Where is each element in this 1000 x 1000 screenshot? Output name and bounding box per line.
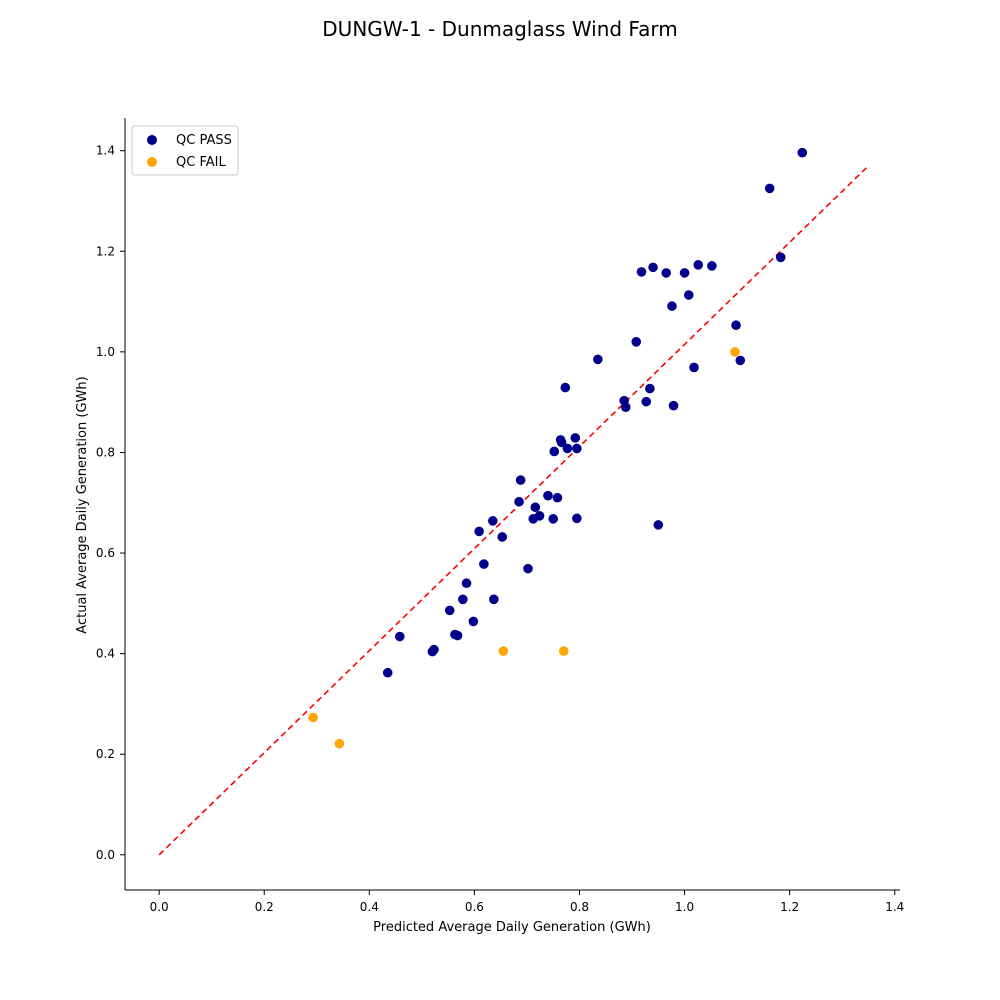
data-point — [530, 502, 541, 513]
x-tick-label: 1.4 — [885, 900, 904, 914]
data-point — [497, 532, 508, 542]
data-point — [641, 396, 652, 407]
data-point — [514, 496, 524, 507]
data-point — [334, 738, 345, 749]
data-point — [308, 712, 318, 723]
x-tick-label: 1.2 — [780, 900, 799, 914]
data-point — [558, 646, 569, 656]
data-point — [552, 492, 563, 503]
x-tick-label: 0.6 — [465, 900, 484, 914]
data-point — [648, 262, 658, 273]
data-point — [693, 260, 704, 270]
data-point — [593, 354, 603, 365]
data-point — [562, 443, 573, 454]
data-point — [645, 383, 655, 394]
y-tick-label: 1.2 — [96, 244, 115, 258]
data-point — [523, 563, 533, 574]
series-qc-pass — [382, 147, 808, 678]
data-point — [382, 667, 393, 678]
data-point — [479, 559, 489, 569]
data-point — [452, 630, 463, 641]
data-point — [667, 301, 677, 311]
legend-marker-fail — [147, 157, 157, 167]
x-tick-label: 0.8 — [570, 900, 589, 914]
legend: QC PASS QC FAIL — [131, 125, 239, 176]
data-point — [764, 183, 775, 194]
data-point — [661, 268, 671, 278]
data-point — [474, 526, 484, 537]
data-point — [683, 290, 694, 300]
data-point — [707, 261, 717, 271]
plot-area — [158, 147, 870, 856]
y-axis-label: Actual Average Daily Generation (GWh) — [75, 376, 90, 633]
reference-line — [158, 165, 870, 856]
data-point — [487, 516, 498, 526]
data-point — [689, 362, 699, 373]
data-point — [548, 514, 559, 524]
data-point — [679, 268, 690, 278]
x-tick-label: 0.4 — [360, 900, 379, 914]
y-tick-label: 0.2 — [96, 747, 115, 761]
chart-title: DUNGW-1 - Dunmaglass Wind Farm — [322, 17, 677, 41]
y-tick-label: 0.6 — [96, 546, 115, 560]
data-point — [668, 400, 679, 411]
x-tick-label: 1.0 — [675, 900, 694, 914]
data-point — [543, 490, 553, 501]
data-point — [468, 616, 479, 627]
data-point — [461, 578, 472, 589]
legend-label-fail: QC FAIL — [176, 155, 226, 170]
legend-label-pass: QC PASS — [176, 133, 232, 148]
y-tick-label: 1.4 — [96, 144, 115, 158]
y-tick-label: 1.0 — [96, 345, 115, 359]
x-axis-label: Predicted Average Daily Generation (GWh) — [373, 920, 651, 935]
legend-marker-pass — [147, 135, 157, 145]
data-point — [572, 443, 582, 454]
data-point — [444, 605, 455, 616]
x-tick-label: 0.0 — [150, 900, 169, 914]
data-point — [429, 644, 439, 655]
y-tick-label: 0.0 — [96, 848, 115, 862]
data-point — [515, 475, 526, 485]
data-point — [394, 631, 405, 642]
data-point — [549, 446, 560, 457]
data-point — [572, 513, 582, 524]
legend-box — [131, 125, 239, 176]
data-point — [560, 382, 571, 393]
data-point — [731, 320, 741, 331]
data-point — [620, 402, 631, 412]
x-axis-ticks: 0.0 0.2 0.4 0.6 0.8 1.0 1.2 1.4 — [150, 890, 904, 914]
data-point — [636, 267, 647, 277]
y-axis-ticks: 0.0 0.2 0.4 0.6 0.8 1.0 1.2 1.4 — [96, 144, 125, 862]
data-point — [653, 520, 664, 530]
data-point — [498, 646, 509, 656]
y-tick-label: 0.8 — [96, 445, 115, 459]
data-point — [534, 511, 545, 521]
x-tick-label: 0.2 — [255, 900, 274, 914]
series-qc-fail — [308, 347, 740, 749]
y-tick-label: 0.4 — [96, 647, 115, 661]
data-point — [797, 147, 808, 158]
data-point — [775, 252, 786, 263]
data-point — [556, 437, 567, 448]
data-point — [631, 337, 642, 347]
data-point — [735, 355, 746, 366]
data-point — [570, 433, 581, 443]
data-point — [730, 347, 740, 357]
data-point — [458, 594, 468, 605]
data-point — [489, 594, 499, 605]
